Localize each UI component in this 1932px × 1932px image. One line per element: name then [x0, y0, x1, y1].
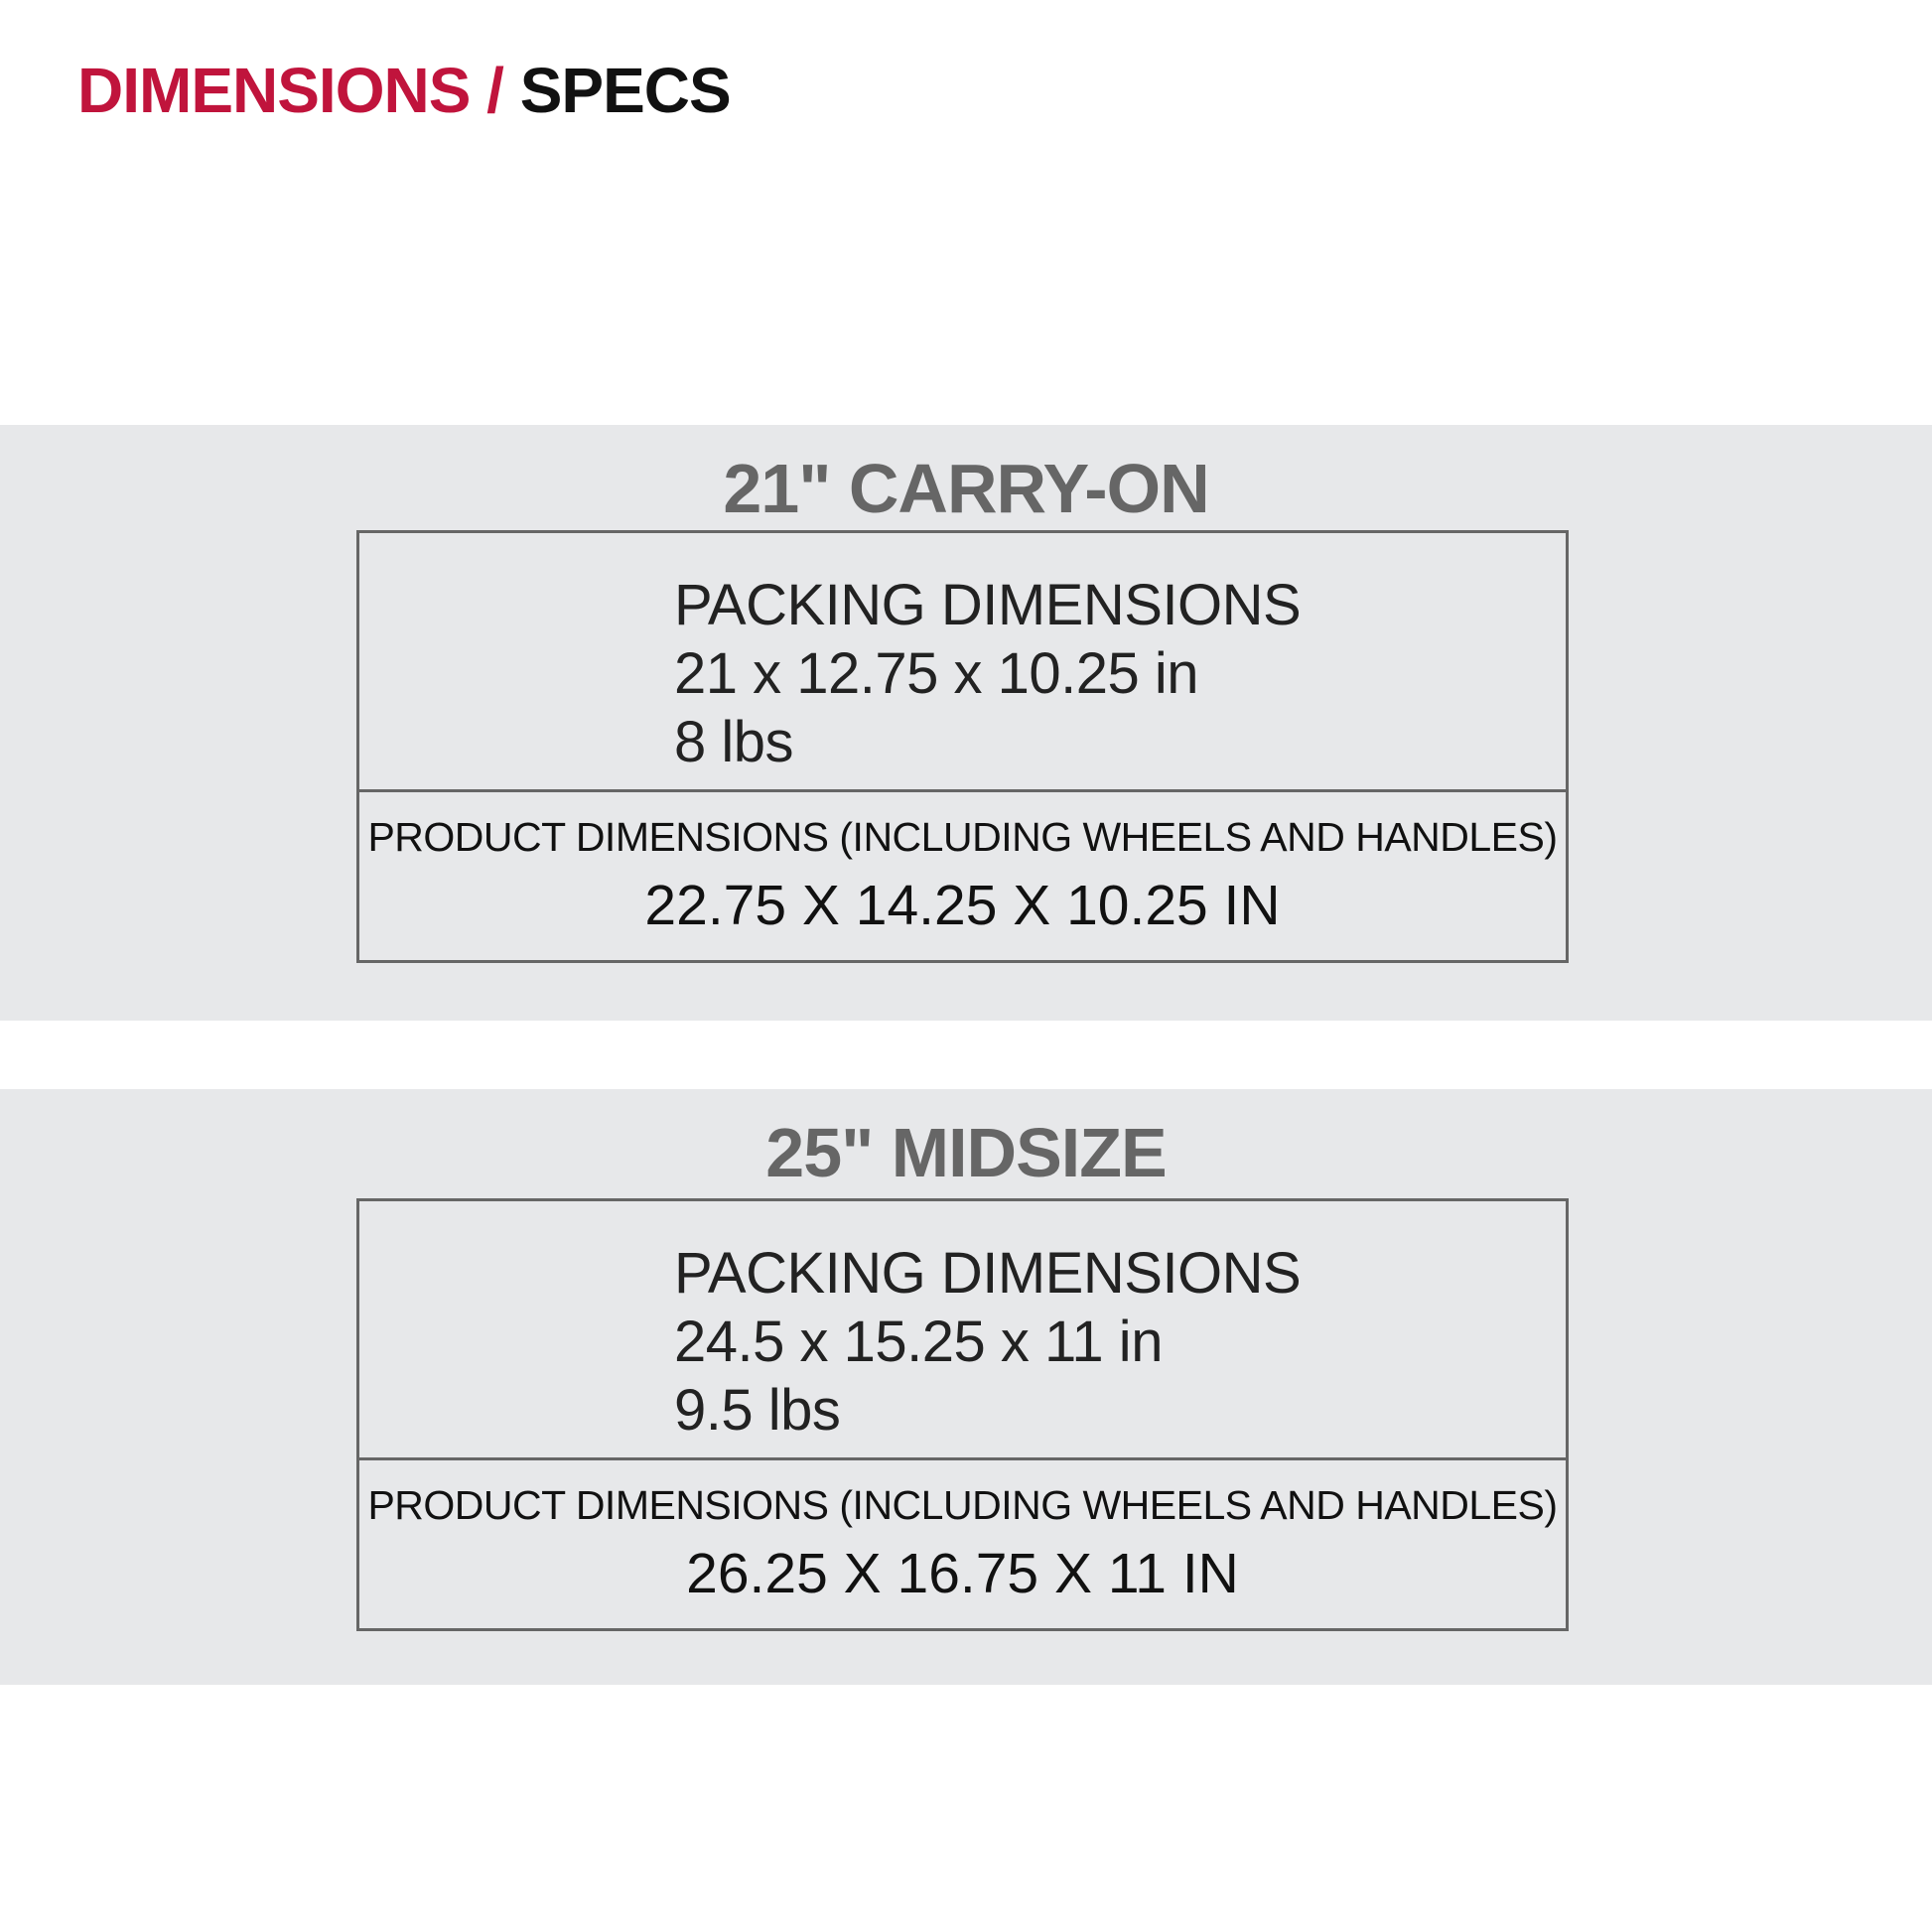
spec-table: PACKING DIMENSIONS 24.5 x 15.25 x 11 in …	[356, 1198, 1569, 1631]
section-heading: 25" MIDSIZE	[765, 1114, 1167, 1191]
product-dimensions-cell: PRODUCT DIMENSIONS (INCLUDING WHEELS AND…	[359, 792, 1566, 938]
spec-section-carry-on: 21" CARRY-ON PACKING DIMENSIONS 21 x 12.…	[0, 425, 1932, 1021]
packing-size: 21 x 12.75 x 10.25 in	[674, 641, 1199, 706]
page-title-specs: SPECS	[519, 55, 732, 126]
product-size: 22.75 X 14.25 X 10.25 IN	[644, 874, 1281, 937]
product-label: PRODUCT DIMENSIONS (INCLUDING WHEELS AND…	[367, 814, 1558, 860]
packing-weight: 8 lbs	[674, 710, 794, 774]
product-dimensions-cell: PRODUCT DIMENSIONS (INCLUDING WHEELS AND…	[359, 1460, 1566, 1606]
product-label: PRODUCT DIMENSIONS (INCLUDING WHEELS AND…	[367, 1482, 1558, 1528]
packing-dimensions-cell: PACKING DIMENSIONS 21 x 12.75 x 10.25 in…	[359, 533, 1566, 792]
spec-table: PACKING DIMENSIONS 21 x 12.75 x 10.25 in…	[356, 530, 1569, 963]
packing-label: PACKING DIMENSIONS	[674, 573, 1302, 637]
spec-section-midsize: 25" MIDSIZE PACKING DIMENSIONS 24.5 x 15…	[0, 1089, 1932, 1685]
packing-label: PACKING DIMENSIONS	[674, 1241, 1302, 1306]
packing-size: 24.5 x 15.25 x 11 in	[674, 1310, 1163, 1374]
packing-weight: 9.5 lbs	[674, 1378, 841, 1443]
section-heading: 21" CARRY-ON	[723, 450, 1209, 527]
product-size: 26.25 X 16.75 X 11 IN	[686, 1542, 1239, 1605]
page-title: DIMENSIONS / SPECS	[77, 54, 732, 127]
page-title-dimensions: DIMENSIONS /	[77, 55, 504, 126]
packing-dimensions-cell: PACKING DIMENSIONS 24.5 x 15.25 x 11 in …	[359, 1201, 1566, 1460]
